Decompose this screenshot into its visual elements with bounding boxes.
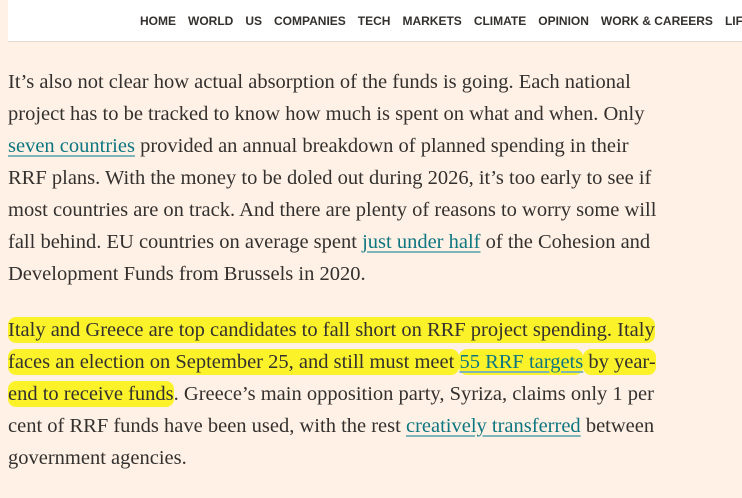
text-line: project has to be tracked to know how mu…	[8, 98, 656, 130]
article-body: It’s also not clear how actual absorptio…	[8, 66, 656, 498]
text-run: Development Funds from Brussels in 2020.	[8, 263, 366, 285]
text-run: . Greece’s main opposition party, Syriza…	[173, 383, 654, 405]
link[interactable]: just under half	[362, 231, 481, 253]
nav-bar: HOME WORLD US COMPANIES TECH MARKETS CLIMATE OP…	[8, 0, 742, 42]
text-run: by year-	[583, 349, 656, 375]
text-run: government agencies.	[8, 447, 187, 469]
nav-item[interactable]: HOME	[140, 13, 176, 28]
text-run: RRF plans. With the money to be doled ou…	[8, 167, 652, 189]
text-run: cent of RRF funds have been used, with t…	[8, 415, 406, 437]
nav-item[interactable]: COMPANIES	[274, 13, 346, 28]
nav-item[interactable]: TECH	[357, 13, 391, 28]
text-run: project has to be tracked to know how mu…	[8, 103, 645, 125]
nav-item[interactable]: US	[245, 13, 262, 28]
text-line: faces an election on September 25, and s…	[8, 346, 656, 378]
text-run: It’s also not clear how actual absorptio…	[8, 71, 631, 93]
text-run: faces an election on September 25, and s…	[8, 349, 460, 375]
paragraph: Italy and Greece are top candidates to f…	[8, 314, 656, 474]
text-line: fall behind. EU countries on average spe…	[8, 226, 656, 258]
nav-item[interactable]: CLIMATE	[473, 13, 527, 28]
text-line: cent of RRF funds have been used, with t…	[8, 410, 656, 442]
text-run: end to receive funds	[8, 381, 174, 407]
nav-item[interactable]: MARKETS	[402, 13, 462, 28]
text-line: Development Funds from Brussels in 2020.	[8, 258, 656, 290]
text-run: of the Cohesion and	[480, 231, 651, 253]
text-line: seven countries provided an annual break…	[8, 130, 656, 162]
text-line: It’s also not clear how actual absorptio…	[8, 66, 656, 98]
link[interactable]: 55 RRF targets	[459, 349, 584, 375]
nav-item[interactable]: WORLD	[188, 13, 234, 28]
nav-item[interactable]: OPINION	[538, 13, 589, 28]
text-line: Italy and Greece are top candidates to f…	[8, 314, 656, 346]
link[interactable]: seven countries	[8, 135, 135, 157]
text-line: end to receive funds. Greece’s main oppo…	[8, 378, 656, 410]
nav-item[interactable]: WORK & CAREERS	[600, 13, 713, 28]
text-run: between	[580, 415, 655, 437]
text-run: most countries are on track. And there a…	[8, 199, 657, 221]
text-line: government agencies.	[8, 442, 656, 474]
text-run: provided an annual breakdown of planned …	[134, 135, 629, 157]
text-line: RRF plans. With the money to be doled ou…	[8, 162, 656, 194]
text-run: Italy and Greece are top candidates to f…	[8, 317, 655, 343]
text-run: fall behind. EU countries on average spe…	[8, 231, 363, 253]
link[interactable]: creatively transferred	[405, 415, 581, 437]
nav-item[interactable]: LIFE &	[724, 13, 742, 28]
text-line: most countries are on track. And there a…	[8, 194, 656, 226]
paragraph: It’s also not clear how actual absorptio…	[8, 66, 656, 290]
